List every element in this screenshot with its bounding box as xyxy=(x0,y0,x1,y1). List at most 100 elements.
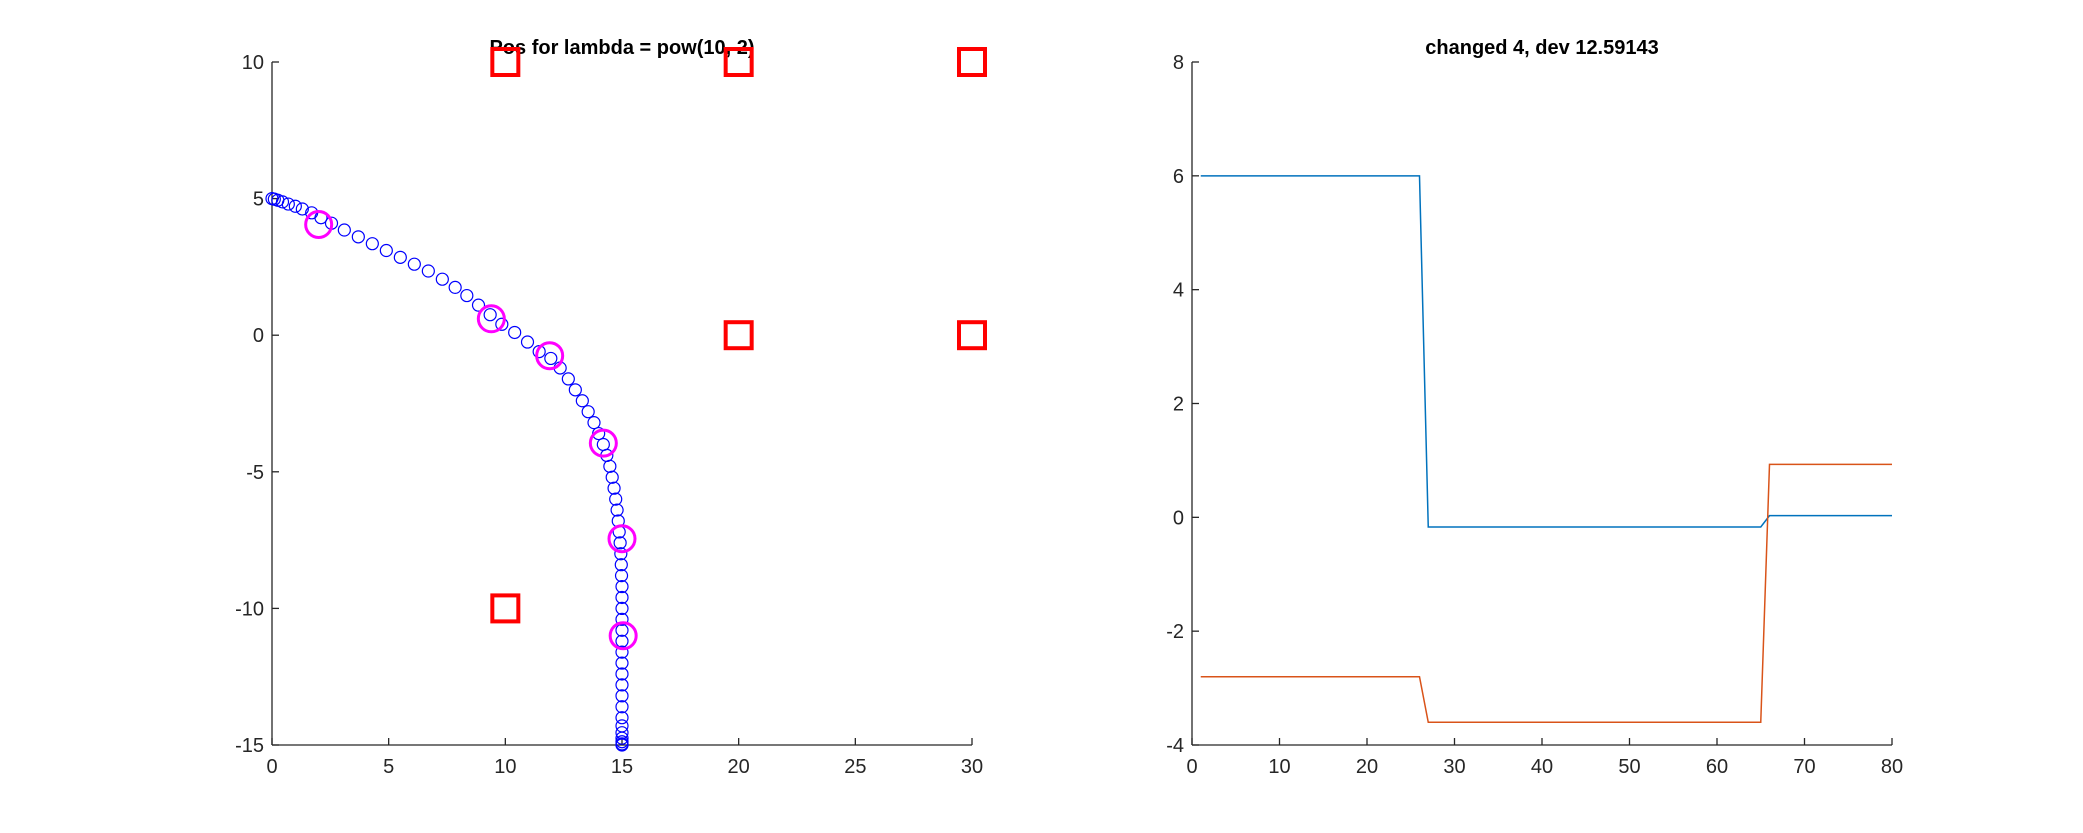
path-point-marker xyxy=(609,492,623,506)
right-y-tick-label: 6 xyxy=(1173,166,1184,188)
path-point-marker xyxy=(351,230,365,244)
right-x-tick-label: 60 xyxy=(1706,756,1728,778)
path-point-marker xyxy=(615,731,629,745)
obstacle-square-marker xyxy=(957,320,987,351)
path-point-marker xyxy=(281,197,295,211)
right-x-tick-label: 40 xyxy=(1531,756,1553,778)
right-y-tick-label: -2 xyxy=(1166,621,1184,643)
path-point-marker xyxy=(508,325,522,340)
highlight-point-marker xyxy=(304,210,334,240)
obstacle-square-marker xyxy=(723,320,754,351)
path-point-marker xyxy=(615,667,629,681)
path-point-marker xyxy=(615,645,629,659)
right-x-tick-label: 10 xyxy=(1268,756,1290,778)
left-y-tick-label: 0 xyxy=(253,325,264,347)
obstacle-square-marker xyxy=(490,593,521,624)
series-line-1 xyxy=(1200,175,1892,528)
left-x-tick-label: 20 xyxy=(728,756,750,778)
path-point-marker xyxy=(483,308,497,322)
path-point-marker xyxy=(471,298,486,312)
path-point-marker xyxy=(407,257,421,271)
highlight-point-marker xyxy=(588,428,618,458)
path-point-marker xyxy=(532,344,546,359)
left-y-tick-label: -15 xyxy=(235,735,264,757)
path-point-marker xyxy=(393,250,407,264)
path-point-marker xyxy=(379,243,393,258)
left-x-tick-label: 25 xyxy=(844,756,866,778)
path-point-marker xyxy=(544,351,558,366)
path-point-marker xyxy=(614,558,628,572)
path-point-marker xyxy=(615,612,629,626)
path-point-marker xyxy=(615,634,629,648)
path-point-marker xyxy=(275,195,290,209)
left-x-tick-label: 10 xyxy=(494,756,516,778)
right-y-tick-label: 8 xyxy=(1173,52,1184,74)
path-point-marker xyxy=(568,383,582,397)
right-x-tick-label: 70 xyxy=(1793,756,1815,778)
right-line-plot: changed 4, dev 12.59143 0 10 20 30 40 50 60 70 8… xyxy=(1166,37,1903,778)
path-point-marker xyxy=(615,678,629,692)
left-x-tick-label: 15 xyxy=(611,756,633,778)
right-x-tick-label: 0 xyxy=(1186,756,1197,778)
path-point-marker xyxy=(615,601,629,616)
path-point-marker xyxy=(448,280,462,294)
left-plot-title: Pos for lambda = pow(10, 2) xyxy=(489,37,754,59)
path-point-marker xyxy=(614,547,628,561)
highlight-point-marker xyxy=(476,304,506,334)
path-point-marker xyxy=(561,372,575,386)
path-point-marker xyxy=(615,700,629,714)
left-y-tick-label: 10 xyxy=(242,52,264,74)
left-scatter-plot: Pos for lambda = pow(10, 2) 0 5 10 15 20 25 30… xyxy=(235,37,987,778)
path-point-marker xyxy=(614,569,629,583)
series-line-2 xyxy=(1200,463,1892,723)
right-x-tick-label: 30 xyxy=(1443,756,1465,778)
left-y-tick-label: 5 xyxy=(253,189,264,211)
highlight-point-marker xyxy=(608,621,638,651)
left-x-tick-label: 30 xyxy=(961,756,983,778)
path-point-marker xyxy=(596,437,610,452)
path-point-marker xyxy=(615,623,629,637)
path-point-marker xyxy=(295,202,309,216)
obstacle-square-marker xyxy=(723,47,754,77)
path-point-marker xyxy=(460,288,474,303)
obstacle-square-marker xyxy=(490,47,521,77)
path-point-marker xyxy=(495,317,509,331)
path-point-marker xyxy=(615,719,629,733)
path-point-marker xyxy=(337,223,351,237)
path-point-marker xyxy=(607,481,621,495)
left-y-tick-label: -5 xyxy=(246,462,264,484)
right-y-tick-label: 2 xyxy=(1173,394,1184,416)
left-x-tick-label: 0 xyxy=(266,756,277,778)
right-x-tick-label: 50 xyxy=(1618,756,1640,778)
right-y-tick-label: -4 xyxy=(1166,735,1184,757)
path-point-marker xyxy=(575,394,589,408)
right-x-tick-label: 20 xyxy=(1356,756,1378,778)
highlight-point-marker xyxy=(535,341,565,371)
right-plot-title: changed 4, dev 12.59143 xyxy=(1425,37,1658,59)
highlight-point-marker xyxy=(607,524,637,554)
path-point-marker xyxy=(613,536,627,550)
path-point-marker xyxy=(615,656,629,670)
path-point-marker xyxy=(615,738,629,752)
path-point-marker xyxy=(605,470,619,484)
path-point-marker xyxy=(610,503,624,517)
right-x-tick-label: 80 xyxy=(1881,756,1903,778)
path-point-marker xyxy=(615,590,629,605)
path-point-marker xyxy=(520,335,535,349)
path-point-marker xyxy=(581,405,595,419)
path-point-marker xyxy=(603,459,617,473)
path-point-marker xyxy=(288,199,302,213)
path-point-marker xyxy=(435,272,449,286)
path-point-marker xyxy=(615,711,629,725)
obstacle-square-marker xyxy=(957,47,987,77)
left-x-tick-label: 5 xyxy=(383,756,394,778)
path-point-marker xyxy=(587,416,601,430)
right-y-tick-label: 0 xyxy=(1173,507,1184,529)
path-point-marker xyxy=(615,579,629,594)
right-y-tick-label: 4 xyxy=(1173,280,1184,302)
path-point-marker xyxy=(365,237,379,251)
path-point-marker xyxy=(615,689,629,703)
left-y-tick-label: -10 xyxy=(235,598,264,620)
path-point-marker xyxy=(421,264,435,278)
